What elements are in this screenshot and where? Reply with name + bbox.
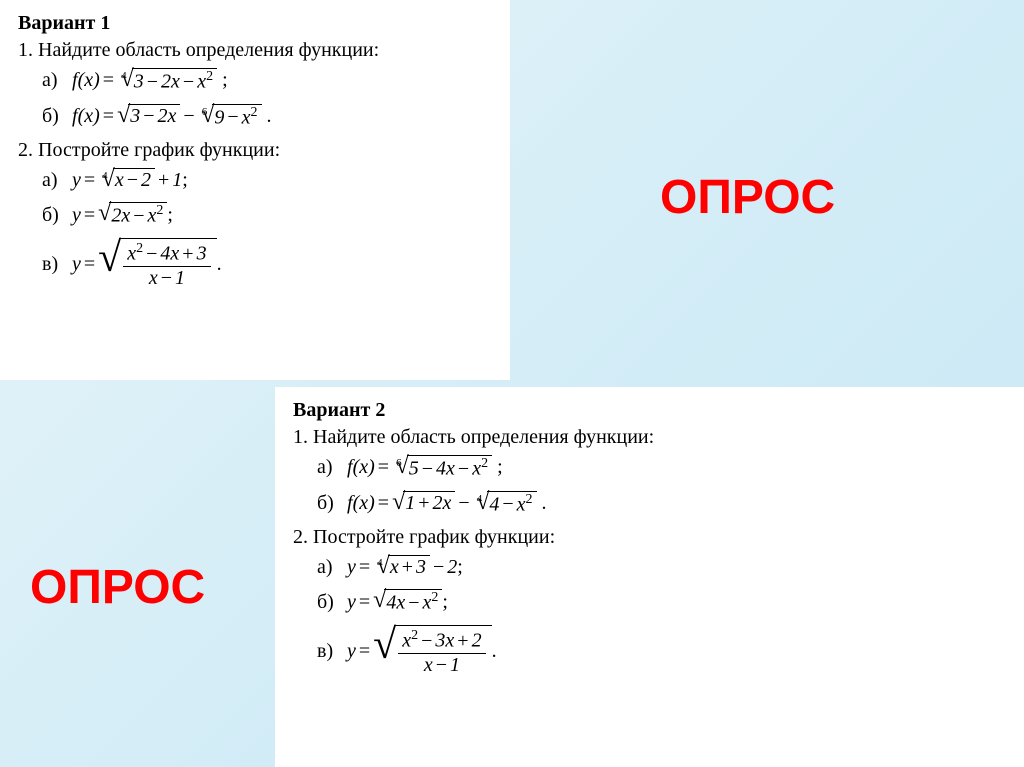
label-1b: б) — [42, 105, 64, 128]
v1-task-2a: а) y= 4√x−2 +1; — [42, 168, 492, 192]
label-2v: в) — [42, 253, 64, 276]
v2-task-2b: б) y= √4x−x2; — [317, 589, 1007, 615]
formula-v1-2b: y= √2x−x2; — [72, 202, 173, 228]
variant-1-task-1: 1. Найдите область определения функции: — [18, 39, 492, 62]
label-2-2a: а) — [317, 556, 339, 579]
v1-task-2b: б) y= √2x−x2; — [42, 202, 492, 228]
opros-label-1: ОПРОС — [660, 170, 835, 225]
variant-2-title: Вариант 2 — [293, 399, 1007, 422]
variant-2-task-1: 1. Найдите область определения функции: — [293, 426, 1007, 449]
v1-task-1b: б) f(x)= √3−2x − 6√9−x2 . — [42, 104, 492, 130]
formula-v2-2a: y= 4√x+3 −2; — [347, 555, 463, 579]
v2-task-2v: в) y= √ x2−3x+2 x−1 . — [317, 625, 1007, 679]
formula-v2-1b: f(x)= √1+2x − 4√4−x2 . — [347, 491, 547, 517]
label-2-2b: б) — [317, 591, 339, 614]
formula-v2-2b: y= √4x−x2; — [347, 589, 448, 615]
v2-task-2a: а) y= 4√x+3 −2; — [317, 555, 1007, 579]
v1-task-1a: а) f(x)= 4√3−2x−x2 ; — [42, 68, 492, 94]
formula-v1-1b: f(x)= √3−2x − 6√9−x2 . — [72, 104, 272, 130]
formula-v1-2v: y= √ x2−4x+3 x−1 . — [72, 238, 222, 292]
label-2-1b: б) — [317, 492, 339, 515]
label-2-2v: в) — [317, 640, 339, 663]
formula-v2-1a: f(x)= 6√5−4x−x2 ; — [347, 455, 503, 481]
variant-2-task-2: 2. Постройте график функции: — [293, 526, 1007, 549]
variant-1-title: Вариант 1 — [18, 12, 492, 35]
label-2a: а) — [42, 169, 64, 192]
variant-2-panel: Вариант 2 1. Найдите область определения… — [275, 387, 1024, 767]
opros-label-2: ОПРОС — [30, 560, 205, 615]
formula-v2-2v: y= √ x2−3x+2 x−1 . — [347, 625, 497, 679]
label-2b: б) — [42, 204, 64, 227]
variant-1-panel: Вариант 1 1. Найдите область определения… — [0, 0, 510, 380]
label-1a: а) — [42, 69, 64, 92]
formula-v1-2a: y= 4√x−2 +1; — [72, 168, 188, 192]
v2-task-1b: б) f(x)= √1+2x − 4√4−x2 . — [317, 491, 1007, 517]
label-2-1a: а) — [317, 456, 339, 479]
v1-task-2v: в) y= √ x2−4x+3 x−1 . — [42, 238, 492, 292]
formula-v1-1a: f(x)= 4√3−2x−x2 ; — [72, 68, 228, 94]
variant-1-task-2: 2. Постройте график функции: — [18, 139, 492, 162]
v2-task-1a: а) f(x)= 6√5−4x−x2 ; — [317, 455, 1007, 481]
